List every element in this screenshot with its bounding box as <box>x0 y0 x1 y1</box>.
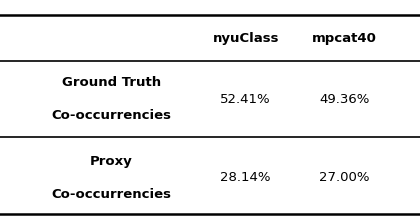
Text: Ground Truth: Ground Truth <box>62 76 161 89</box>
Text: 52.41%: 52.41% <box>220 93 271 106</box>
Text: Proxy: Proxy <box>90 155 133 168</box>
Text: 49.36%: 49.36% <box>319 93 370 106</box>
Text: 28.14%: 28.14% <box>220 171 271 184</box>
Text: mpcat40: mpcat40 <box>312 32 377 45</box>
Text: Co-occurrencies: Co-occurrencies <box>51 187 171 201</box>
Text: nyuClass: nyuClass <box>213 32 279 45</box>
Text: Co-occurrencies: Co-occurrencies <box>51 109 171 122</box>
Text: 27.00%: 27.00% <box>319 171 370 184</box>
